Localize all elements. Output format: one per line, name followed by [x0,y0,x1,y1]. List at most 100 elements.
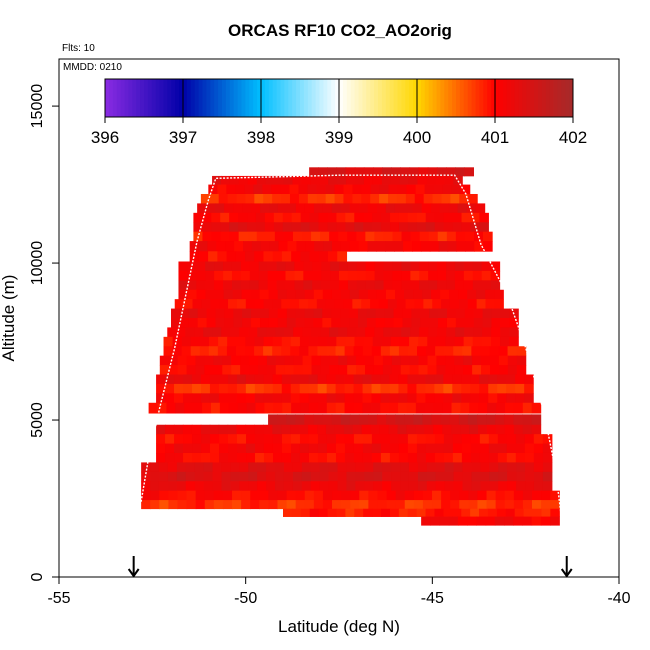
heat-cell [310,471,321,482]
heat-cell [338,355,348,366]
heat-cell [268,318,279,328]
heat-cell [327,222,337,233]
heat-cell [276,270,287,281]
heat-cell [251,318,261,328]
heat-cell [513,516,524,526]
heat-cell [201,443,211,454]
heat-cell [254,251,265,262]
heat-cell [390,222,400,233]
heat-cell [417,346,427,357]
heat-cell [281,346,291,357]
heat-cell [380,434,391,444]
heat-cell [452,374,462,385]
heat-cell [459,500,469,510]
heat-cell [402,308,412,319]
heat-cell [346,471,356,482]
heat-cell [509,318,519,328]
heat-cell [167,471,178,482]
heat-cell [320,365,330,375]
heat-cell [188,318,199,328]
heat-cell [174,393,184,404]
heat-cell [319,481,330,492]
heat-cell [210,443,220,454]
heat-cell [150,462,160,473]
heat-cell [319,471,330,482]
heat-cell [382,355,393,366]
heat-cell [292,481,303,492]
heat-cell [406,402,417,414]
heat-cell [376,203,387,214]
heat-cell [437,280,447,291]
heat-cell [504,500,515,510]
heat-cell [212,327,222,338]
heat-cell [293,365,304,375]
heat-cell [235,346,246,357]
heat-cell [482,327,492,338]
colorbar-swatch [370,79,375,117]
heat-cell [272,383,283,394]
heat-cell [443,212,454,223]
heat-cell [240,280,251,291]
heat-cell [229,212,239,223]
profile-line [140,174,564,530]
heat-cell [416,383,426,394]
heat-cell [245,374,256,385]
heat-cell [214,289,225,300]
heat-cell [463,365,473,375]
heat-cell [490,261,501,272]
heat-cell [201,299,211,309]
heat-cell [318,167,328,177]
heat-cell [347,365,357,375]
heat-cell [178,289,189,300]
heat-cell [236,393,247,404]
heat-cell [304,308,315,319]
heat-cell [325,424,336,435]
heat-cell [241,500,251,510]
heat-cell [472,336,483,347]
heat-cell [507,471,517,482]
heat-cell [302,231,312,242]
heat-cell [264,402,274,414]
heat-cell [317,383,328,394]
heat-cell [283,231,294,242]
heat-cell [295,203,306,214]
heat-cell [340,308,350,319]
heat-cell [483,241,493,252]
heat-cell [417,175,428,185]
heat-cell [199,346,210,357]
heat-cell [176,462,187,473]
heat-cell [221,175,231,185]
heat-cell [339,261,349,272]
heat-cell [334,299,345,309]
heat-cell [431,289,441,300]
colorbar-swatch [456,79,461,117]
heat-cell [303,270,313,281]
heat-cell [177,490,188,501]
heat-cell [198,241,209,252]
heat-cell [416,212,427,223]
heat-cell [248,471,258,482]
heat-cell [389,508,400,517]
heat-cell [454,365,464,375]
heat-cell [416,452,427,463]
heat-cell [400,462,410,473]
heat-cell [407,393,418,404]
heat-cell [381,212,391,223]
heat-cell [380,402,390,414]
heat-cell [345,212,355,223]
heat-cell [457,203,468,214]
heat-cell [367,203,378,214]
heat-cell [421,516,431,526]
heat-cell [156,393,166,404]
heat-cell [257,365,268,375]
heat-cell [379,193,389,204]
heat-cell [476,516,487,526]
heat-cell [217,184,227,195]
heat-cell [463,261,474,272]
heat-cell [384,308,395,319]
colorbar-swatch [124,79,129,117]
heat-cell [313,318,323,328]
heat-cell [475,203,486,214]
heat-cell [231,365,241,375]
heat-cell [497,383,507,394]
